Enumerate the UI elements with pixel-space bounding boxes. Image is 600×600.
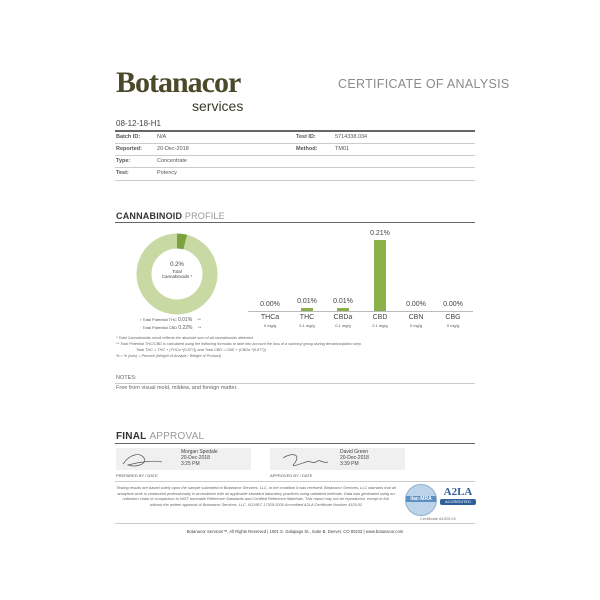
- ilac-mra-logo: ilac-MRA: [405, 484, 437, 516]
- certificate-number: Certificate #4329.02: [420, 516, 456, 521]
- footnote: ** Total Potential THC/CBD is calculated…: [116, 342, 362, 346]
- heading-light: PROFILE: [184, 211, 225, 221]
- footnote: * Total Cannabinoids result reflects the…: [116, 336, 254, 340]
- bar-category-label: CBDa: [333, 314, 353, 321]
- donut-slice-thc: [176, 233, 188, 250]
- donut-value: 0.2%: [170, 262, 184, 268]
- bar-axis: [248, 311, 473, 312]
- bar-cbd: [374, 240, 386, 311]
- bar-unit-label: 0 mg/g: [446, 323, 460, 328]
- approved-caption: APPROVED BY / DATE: [270, 473, 313, 478]
- legend-mark: **: [197, 317, 201, 322]
- disclaimer: Testing results are based solely upon th…: [116, 485, 396, 507]
- approval-heading: FINAL APPROVAL: [116, 431, 204, 442]
- heading-bold: CANNABINOID: [116, 211, 183, 221]
- bar-cbda: [337, 307, 349, 311]
- bar-category-label: THC: [299, 314, 315, 321]
- prepared-by-info: Morgan Spedale 20-Dec-2018 3:25 PM: [181, 449, 218, 467]
- bar-thc: [301, 307, 313, 311]
- type-label: Type:: [116, 158, 131, 164]
- legend-label: Total Potential CBD: [142, 325, 178, 330]
- bar-value-label: 0.01%: [297, 297, 317, 305]
- bar-value-label: 0.00%: [443, 301, 463, 308]
- heading-light: APPROVAL: [149, 431, 205, 442]
- divider: [115, 180, 475, 181]
- logo: Botanacor: [116, 66, 241, 99]
- reported-label: Reported:: [116, 146, 142, 152]
- divider: [115, 523, 475, 524]
- a2la-logo: A2LA ACCREDITED: [440, 486, 476, 510]
- heading-bold: FINAL: [116, 431, 147, 442]
- batch-id-label: Batch ID:: [116, 134, 141, 140]
- legend-thc: ▪ Total Potential THC 0.01% **: [140, 317, 201, 323]
- method-value: TM01: [335, 146, 350, 152]
- bar-unit-label: 0 mg/g: [263, 323, 277, 328]
- preparer-name: Morgan Spedale: [181, 449, 218, 455]
- type-value: Concentrate: [157, 158, 187, 164]
- donut-caption-1: Total: [172, 269, 182, 274]
- footnote: % = % (w/w) = Percent (Weight of Analyte…: [116, 354, 222, 358]
- bar-unit-label: 0.1 mg/g: [299, 323, 315, 328]
- bar-value-label: 0.00%: [260, 301, 280, 308]
- a2la-text: A2LA: [443, 486, 473, 498]
- prepared-caption: PREPARED BY / DATE: [116, 473, 158, 478]
- divider: [115, 383, 475, 384]
- divider: [115, 167, 475, 168]
- reported-value: 20-Dec-2018: [157, 146, 189, 152]
- divider: [115, 143, 475, 144]
- bar-category-label: CBG: [445, 314, 461, 321]
- divider: [115, 130, 475, 132]
- bar-category-label: CBN: [408, 314, 424, 321]
- bar-unit-label: 2.1 mg/g: [372, 323, 388, 328]
- test-value: Potency: [157, 170, 177, 176]
- legend-value: 0.01%: [177, 317, 193, 323]
- legend-cbd: ▪ Total Potential CBD 0.22% **: [140, 325, 202, 331]
- divider: [115, 481, 475, 482]
- approver-name: David Green: [340, 449, 369, 455]
- divider: [115, 155, 475, 156]
- bar-value-label: 0.01%: [333, 297, 353, 305]
- legend-mark: **: [198, 325, 202, 330]
- ilac-text: ilac-MRA: [406, 496, 436, 502]
- approved-by-info: David Green 20-Dec-2018 3:39 PM: [340, 449, 369, 467]
- approved-signature: [282, 454, 329, 467]
- approved-time: 3:39 PM: [340, 461, 359, 467]
- bar-value-label: 0.21%: [370, 230, 390, 237]
- footer: Botanacor Services™, All Rights Reserved…: [186, 529, 404, 534]
- bar-unit-label: 0 mg/g: [409, 323, 423, 328]
- footnote: Total THC = THC + (THCa *(0.877)) and To…: [136, 348, 266, 352]
- donut-label: 0.2% Total Cannabinoids *: [147, 262, 207, 279]
- bar-category-label: THCa: [260, 314, 280, 321]
- method-label: Method:: [296, 146, 318, 152]
- approved-by-box: [270, 448, 405, 470]
- test-label: Test:: [116, 170, 129, 176]
- notes-text: Free from visual mold, mildew, and forei…: [116, 385, 238, 391]
- prepared-by-box: [116, 448, 251, 470]
- legend-label: Total Potential THC: [142, 317, 177, 322]
- prepared-date: 20-Dec-2018: [181, 455, 210, 461]
- prepared-time: 3:25 PM: [181, 461, 200, 467]
- legend-value: 0.22%: [178, 325, 193, 331]
- test-id-label: Test ID:: [296, 134, 316, 140]
- logo-subtitle: services: [192, 98, 244, 114]
- prepared-signature: [122, 454, 163, 467]
- footnotes: * Total Cannabinoids result reflects the…: [116, 335, 362, 359]
- accredited-badge: ACCREDITED: [440, 499, 476, 505]
- divider: [115, 443, 475, 444]
- donut-caption-2: Cannabinoids *: [161, 274, 193, 279]
- total-cannabinoids-donut: [136, 233, 218, 315]
- test-id-value: 5714338.034: [335, 134, 368, 140]
- donut-legend: ▪ Total Potential THC 0.01% ** ▪ Total P…: [140, 316, 201, 332]
- profile-heading: CANNABINOID PROFILE: [116, 211, 225, 221]
- sample-id: 08-12-18-H1: [116, 119, 161, 128]
- notes-heading: NOTES:: [116, 375, 137, 381]
- bar-unit-label: 0.1 mg/g: [335, 323, 351, 328]
- divider: [115, 222, 475, 223]
- document-title: CERTIFICATE OF ANALYSIS: [338, 77, 510, 91]
- batch-id-value: N/A: [157, 134, 167, 140]
- bar-value-label: 0.00%: [406, 301, 426, 308]
- approved-date: 20-Dec-2018: [340, 455, 369, 461]
- bar-category-label: CBD: [372, 314, 388, 321]
